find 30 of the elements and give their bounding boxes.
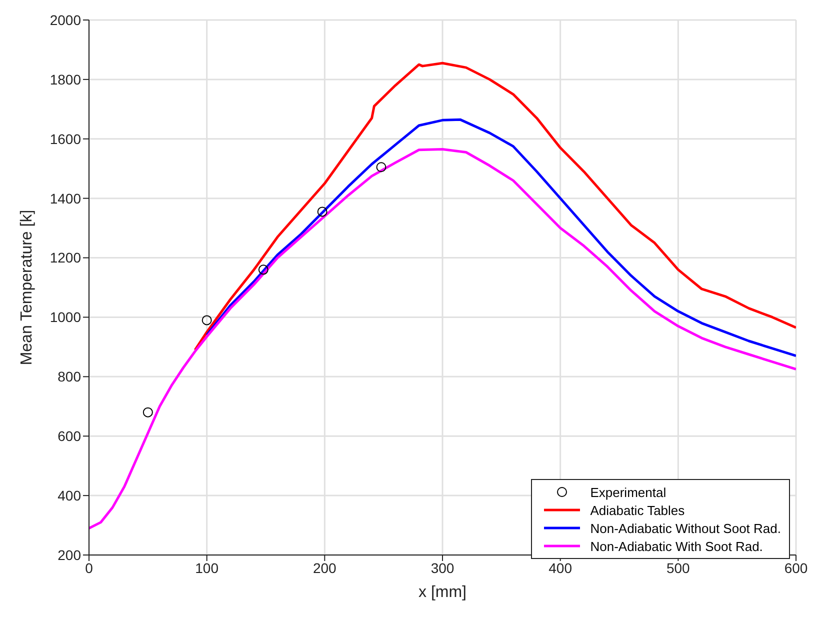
legend-label: Non-Adiabatic Without Soot Rad. [590, 520, 781, 536]
y-tick-label: 1800 [50, 71, 82, 88]
legend-label: Non-Adiabatic With Soot Rad. [590, 538, 763, 554]
y-tick-label: 600 [58, 428, 82, 444]
y-tick-label: 400 [58, 488, 82, 504]
y-tick-label: 1600 [50, 130, 82, 147]
x-axis-title: x [mm] [418, 584, 466, 601]
y-tick-label: 1400 [50, 190, 82, 206]
x-tick-label: 0 [85, 560, 94, 576]
point [376, 162, 386, 172]
x-tick-label: 300 [430, 560, 454, 576]
y-tick-label: 2000 [50, 12, 82, 28]
line-series [206, 118, 796, 358]
y-tick-label: 1200 [50, 250, 82, 266]
legend-label: Experimental [590, 484, 666, 500]
x-tick-label: 400 [548, 560, 572, 576]
line-series [194, 62, 796, 352]
legend-label: Adiabatic Tables [590, 502, 685, 518]
y-tick-label: 200 [58, 546, 82, 563]
point [258, 264, 268, 275]
x-tick-label: 500 [666, 560, 690, 576]
y-axis-title: Mean Temperature [k] [18, 210, 36, 366]
x-tick-label: 200 [312, 560, 337, 576]
x-tick-label: 100 [195, 560, 219, 576]
point [142, 407, 153, 418]
y-tick-label: 1000 [50, 309, 82, 326]
point [317, 206, 328, 217]
y-tick-label: 800 [58, 368, 82, 385]
x-tick-label: 600 [784, 560, 808, 576]
point [202, 315, 212, 326]
